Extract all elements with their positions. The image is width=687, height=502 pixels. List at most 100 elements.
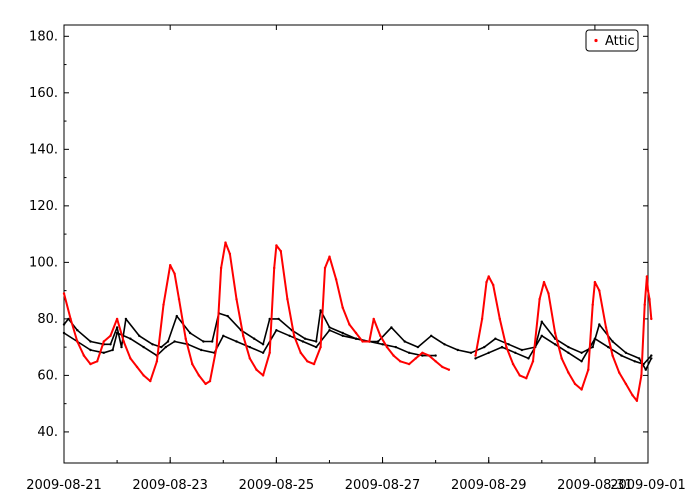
attic-point <box>341 306 344 309</box>
attic-point <box>102 340 106 343</box>
attic-point <box>348 323 351 326</box>
black-point <box>567 345 570 349</box>
black-point <box>151 343 154 346</box>
attic-point <box>505 345 508 349</box>
attic-point <box>407 362 411 366</box>
black-point <box>120 345 123 349</box>
attic-point <box>427 354 431 357</box>
black-point <box>624 351 628 354</box>
attic-point <box>618 371 621 374</box>
attic-point <box>149 379 152 383</box>
attic-point <box>591 303 594 306</box>
series-layer <box>62 241 653 402</box>
attic-point <box>255 368 258 371</box>
black-point <box>115 326 119 329</box>
attic-point <box>299 351 302 354</box>
attic-point <box>204 382 207 386</box>
black-point <box>580 360 583 363</box>
attic-point <box>447 368 451 371</box>
x-tick-label: 2009-08-23 <box>132 478 208 493</box>
black-point <box>303 337 307 340</box>
black-point <box>421 354 424 357</box>
black-point <box>593 337 597 340</box>
black-point <box>277 317 280 321</box>
attic-point <box>242 334 245 337</box>
attic-point <box>560 357 563 360</box>
attic-point <box>115 317 119 321</box>
attic-point <box>650 317 653 321</box>
y-tick-label: 120. <box>29 199 58 214</box>
black-point <box>89 340 92 343</box>
attic-point <box>191 362 194 366</box>
attic-point <box>518 374 521 377</box>
black-point <box>527 357 530 360</box>
attic-point <box>177 297 181 301</box>
attic-point <box>421 351 424 354</box>
black-point <box>328 326 331 329</box>
y-tick-label: 100. <box>29 255 58 270</box>
black-point <box>633 360 636 363</box>
attic-point <box>567 371 570 374</box>
black-point <box>469 351 473 354</box>
black-point <box>642 362 645 366</box>
black-point <box>62 331 66 335</box>
y-tick-label: 180. <box>29 29 58 44</box>
attic-point <box>635 399 639 402</box>
black-point <box>650 357 653 360</box>
black-point <box>644 368 647 371</box>
y-tick-label: 140. <box>29 142 58 157</box>
black-point <box>142 345 145 349</box>
attic-point <box>511 362 515 366</box>
black-point <box>567 351 570 354</box>
attic-point <box>69 317 72 321</box>
series-black-trace-1 <box>63 309 653 371</box>
attic-point <box>542 280 546 284</box>
attic-point <box>323 266 327 270</box>
y-tick-label: 60. <box>37 368 58 383</box>
black-point <box>89 348 92 352</box>
black-point <box>598 323 601 326</box>
attic-point <box>273 266 276 270</box>
black-point <box>443 343 446 346</box>
black-point <box>620 354 623 357</box>
attic-point <box>498 317 501 321</box>
black-point <box>200 348 203 352</box>
black-point <box>261 343 265 346</box>
black-point <box>248 345 251 349</box>
attic-point <box>399 360 402 363</box>
attic-point <box>286 297 289 301</box>
attic-point <box>268 351 271 354</box>
black-point <box>102 351 106 354</box>
black-point <box>403 340 406 343</box>
attic-point <box>593 280 597 284</box>
black-point <box>173 340 176 343</box>
attic-point <box>169 264 172 267</box>
black-point <box>288 334 291 337</box>
y-tick-label: 80. <box>37 312 58 327</box>
black-point <box>111 348 114 352</box>
black-point <box>115 331 119 335</box>
black-point <box>164 345 167 349</box>
attic-point <box>645 275 649 278</box>
black-point <box>129 337 132 340</box>
attic-point <box>643 303 646 306</box>
attic-point <box>109 334 112 337</box>
black-point <box>416 345 420 349</box>
attic-point <box>319 345 322 349</box>
attic-point <box>122 340 125 343</box>
attic-point <box>525 377 528 380</box>
attic-point <box>434 360 437 363</box>
black-point <box>315 345 318 349</box>
attic-point <box>155 360 159 363</box>
black-point <box>580 351 583 354</box>
attic-point <box>492 283 495 287</box>
attic-point <box>275 244 278 247</box>
black-point <box>354 337 358 340</box>
attic-point <box>372 317 375 321</box>
black-point <box>160 345 163 349</box>
x-tick-label: 2009-08-25 <box>239 478 315 493</box>
attic-point <box>219 266 223 270</box>
black-point <box>109 343 112 346</box>
legend-label-attic: Attic <box>605 34 635 49</box>
